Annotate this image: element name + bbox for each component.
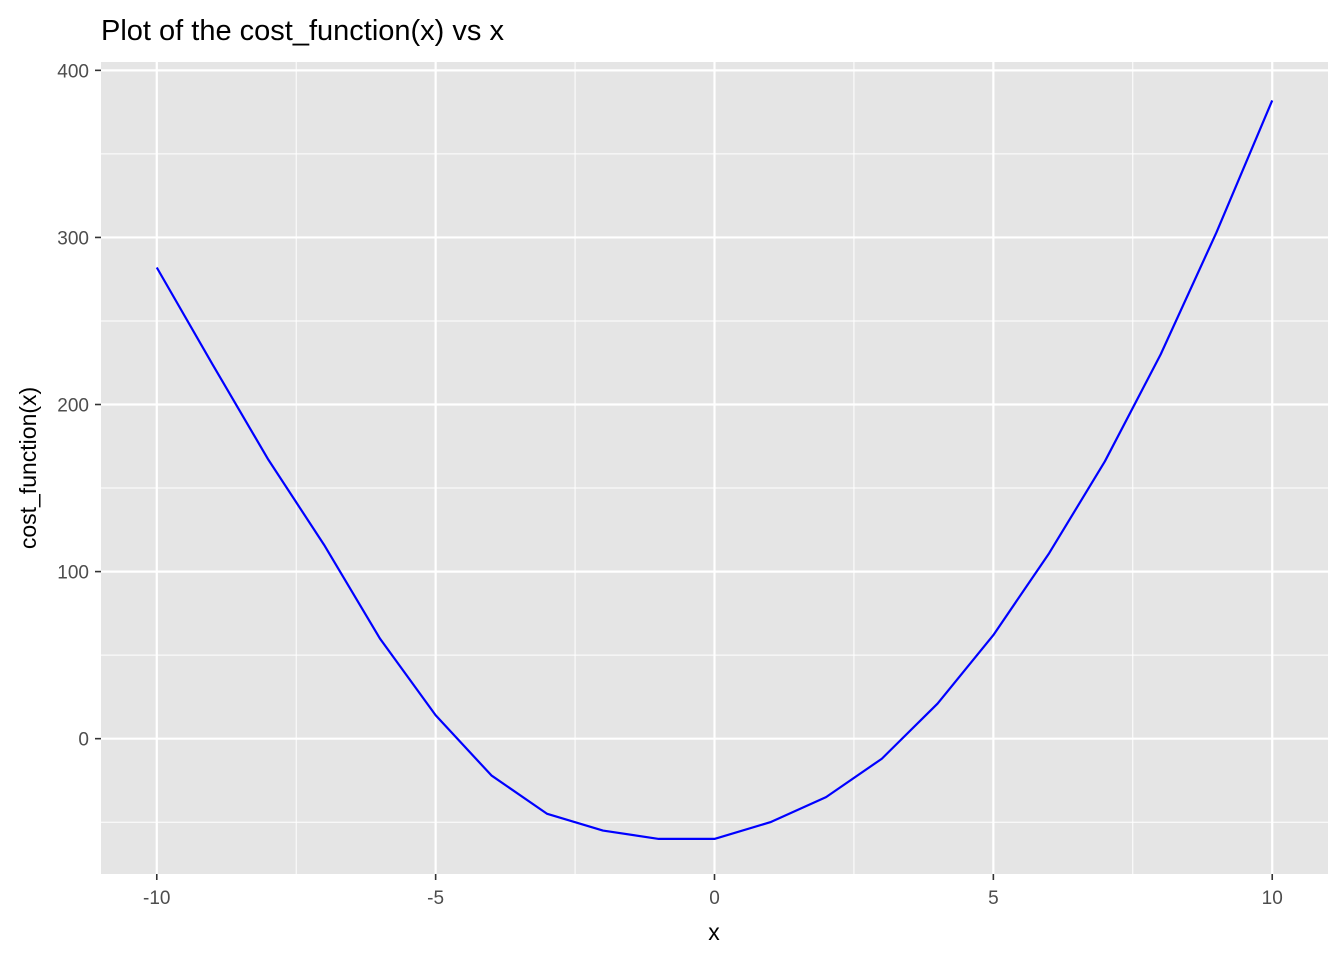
x-tick-label: 10 (1262, 888, 1283, 909)
y-axis-label: cost_function(x) (15, 387, 41, 549)
x-tick-label: 5 (988, 888, 999, 909)
x-tick-label: -5 (427, 888, 444, 909)
series-line (155, 100, 1274, 841)
chart-title: Plot of the cost_function(x) vs x (101, 15, 504, 47)
y-tick-label: 100 (57, 563, 89, 584)
y-tick-label: 300 (57, 228, 89, 249)
y-axis: 0 100 200 300 400 (57, 61, 101, 751)
x-axis: -10 -5 0 5 10 (143, 874, 1283, 909)
x-tick-label: 0 (709, 888, 720, 909)
y-tick-label: 400 (57, 61, 89, 82)
x-tick-label: -10 (143, 888, 170, 909)
y-tick-label: 200 (57, 396, 89, 417)
y-tick-label: 0 (78, 730, 89, 751)
grid-major (101, 62, 1328, 874)
x-axis-label: x (708, 919, 720, 945)
series-layer (155, 100, 1274, 841)
